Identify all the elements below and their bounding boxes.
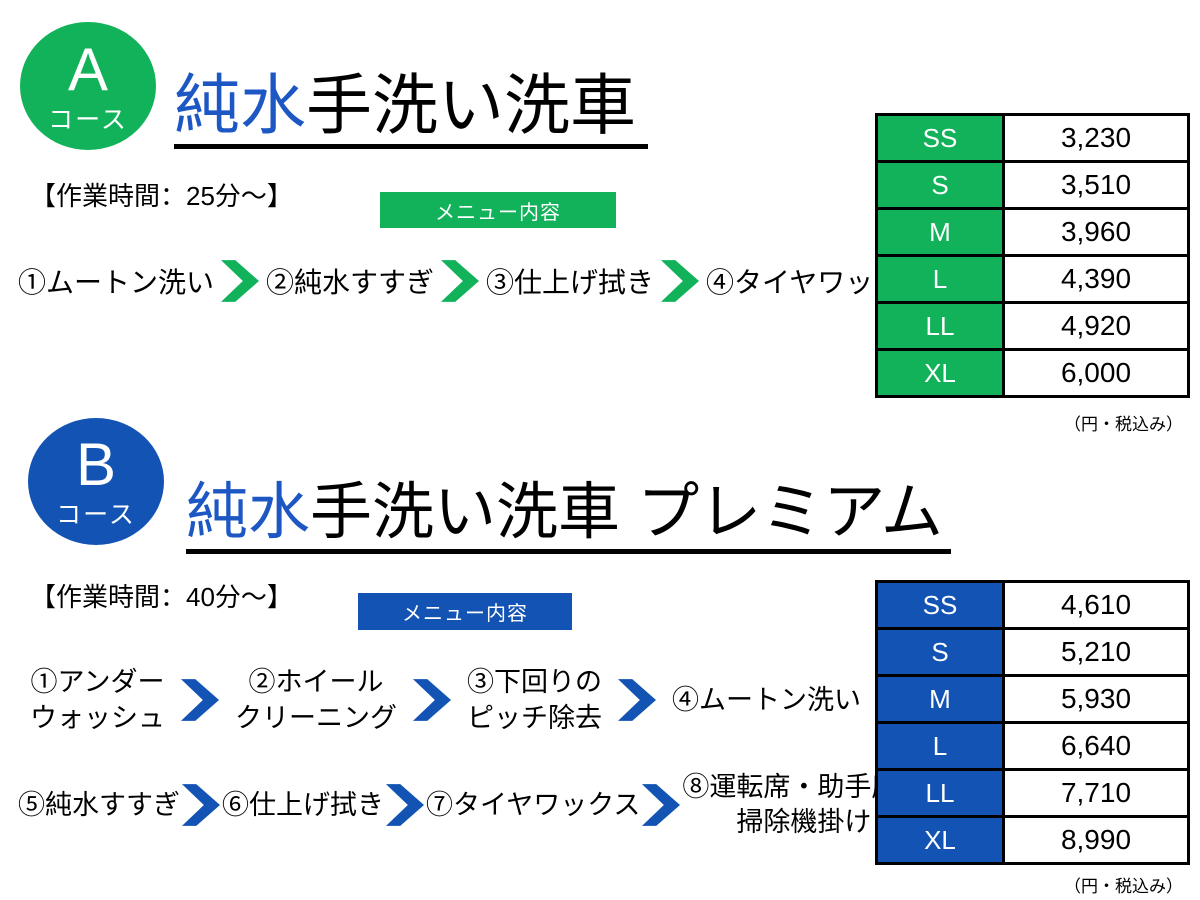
course-b-title-rest: 手洗い洗車 プレミアム bbox=[310, 477, 943, 547]
price-row: SS 3,230 bbox=[875, 113, 1190, 163]
price-cell: 5,210 bbox=[1002, 627, 1190, 677]
course-b-steps-row-1: ①アンダー ウォッシュ ②ホイール クリーニング ③下回りの ピッチ除去 ④ムー… bbox=[30, 664, 861, 737]
price-row: M 3,960 bbox=[875, 207, 1190, 257]
size-cell: XL bbox=[875, 815, 1005, 865]
course-a-tax-note: （円・税込み） bbox=[1064, 415, 1183, 434]
size-cell: SS bbox=[875, 580, 1005, 630]
price-row: LL 4,920 bbox=[875, 301, 1190, 351]
price-row: S 5,210 bbox=[875, 627, 1190, 677]
course-b-title: 純水手洗い洗車 プレミアム bbox=[186, 477, 951, 555]
size-cell: M bbox=[875, 674, 1005, 724]
course-a-price-table: SS 3,230 S 3,510 M 3,960 L 4,390 LL 4,92… bbox=[875, 113, 1190, 398]
price-cell: 5,930 bbox=[1002, 674, 1190, 724]
course-b-step-4: ④ムートン洗い bbox=[672, 685, 861, 716]
course-a-step-1: ①ムートン洗い bbox=[18, 267, 215, 298]
arrow-right-icon bbox=[221, 260, 260, 302]
course-a-badge: A コース bbox=[20, 22, 156, 150]
price-cell: 4,390 bbox=[1002, 254, 1190, 304]
course-a-step-2: ②純水すすぎ bbox=[266, 267, 435, 298]
arrow-right-icon bbox=[618, 679, 656, 722]
arrow-right-icon bbox=[386, 784, 424, 826]
price-row: S 3,510 bbox=[875, 160, 1190, 210]
price-cell: 6,000 bbox=[1002, 348, 1190, 398]
course-b-step-7: ⑦タイヤワックス bbox=[426, 789, 641, 820]
arrow-right-icon bbox=[182, 784, 220, 826]
arrow-right-icon bbox=[661, 260, 700, 302]
price-cell: 4,920 bbox=[1002, 301, 1190, 351]
price-row: M 5,930 bbox=[875, 674, 1190, 724]
price-cell: 3,960 bbox=[1002, 207, 1190, 257]
price-row: L 4,390 bbox=[875, 254, 1190, 304]
course-a-menu-header: メニュー内容 bbox=[380, 192, 616, 228]
arrow-right-icon bbox=[642, 784, 681, 826]
price-cell: 7,710 bbox=[1002, 768, 1190, 818]
course-b-label: コース bbox=[56, 501, 136, 529]
course-b-tax-note: （円・税込み） bbox=[1064, 877, 1183, 896]
size-cell: LL bbox=[875, 768, 1005, 818]
price-cell: 8,990 bbox=[1002, 815, 1190, 865]
course-b-step-6: ⑥仕上げ拭き bbox=[222, 789, 384, 820]
price-row: XL 6,000 bbox=[875, 348, 1190, 398]
price-cell: 4,610 bbox=[1002, 580, 1190, 630]
price-cell: 3,230 bbox=[1002, 113, 1190, 163]
course-b-badge: B コース bbox=[28, 418, 164, 545]
size-cell: SS bbox=[875, 113, 1005, 163]
course-b-price-table: SS 4,610 S 5,210 M 5,930 L 6,640 LL 7,71… bbox=[875, 580, 1190, 865]
price-row: SS 4,610 bbox=[875, 580, 1190, 630]
size-cell: XL bbox=[875, 348, 1005, 398]
size-cell: L bbox=[875, 254, 1005, 304]
course-b-title-accent: 純水 bbox=[186, 477, 311, 547]
size-cell: L bbox=[875, 721, 1005, 771]
course-a-step-3: ③仕上げ拭き bbox=[486, 267, 655, 298]
course-a-work-time: 【作業時間：25分〜】 bbox=[30, 181, 293, 211]
arrow-right-icon bbox=[441, 260, 480, 302]
course-b-work-time: 【作業時間：40分〜】 bbox=[30, 582, 293, 612]
arrow-right-icon bbox=[181, 679, 219, 722]
course-b-step-2: ②ホイール クリーニング bbox=[235, 667, 397, 734]
course-a-title-rest: 手洗い洗車 bbox=[306, 68, 636, 143]
course-b-letter: B bbox=[75, 431, 117, 498]
size-cell: LL bbox=[875, 301, 1005, 351]
arrow-right-icon bbox=[413, 679, 451, 722]
course-a-letter: A bbox=[67, 35, 109, 103]
size-cell: S bbox=[875, 160, 1005, 210]
price-cell: 3,510 bbox=[1002, 160, 1190, 210]
price-cell: 6,640 bbox=[1002, 721, 1190, 771]
course-a-label: コース bbox=[48, 105, 128, 134]
course-a-title-accent: 純水 bbox=[174, 68, 306, 143]
size-cell: S bbox=[875, 627, 1005, 677]
size-cell: M bbox=[875, 207, 1005, 257]
price-row: XL 8,990 bbox=[875, 815, 1190, 865]
course-b-step-5: ⑤純水すすぎ bbox=[18, 789, 180, 820]
course-a-steps: ①ムートン洗い ②純水すすぎ ③仕上げ拭き ④タイヤワックス bbox=[18, 260, 928, 302]
price-row: LL 7,710 bbox=[875, 768, 1190, 818]
course-b-menu-header: メニュー内容 bbox=[358, 593, 572, 630]
course-b-step-3: ③下回りの ピッチ除去 bbox=[467, 667, 602, 734]
price-row: L 6,640 bbox=[875, 721, 1190, 771]
course-a-title: 純水手洗い洗車 bbox=[174, 68, 648, 150]
course-b-step-1: ①アンダー ウォッシュ bbox=[30, 667, 165, 734]
course-b-steps-row-2: ⑤純水すすぎ ⑥仕上げ拭き ⑦タイヤワックス ⑧運転席・助手席の 掃除機掛け bbox=[18, 770, 925, 840]
